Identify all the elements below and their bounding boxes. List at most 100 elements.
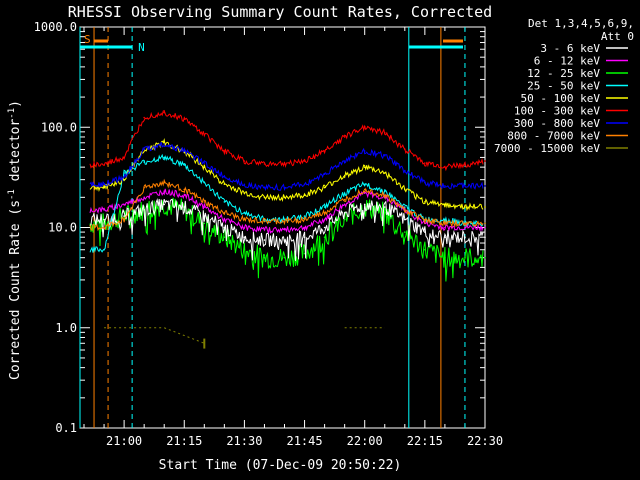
- series-point-12-25kev: [203, 222, 206, 225]
- series-point-12-25kev: [464, 256, 466, 259]
- series-point-12-25kev: [404, 231, 406, 233]
- series-point-6-12kev: [163, 190, 166, 193]
- series-point-100-300kev: [103, 164, 105, 166]
- series-point-3-6kev: [323, 226, 326, 229]
- series-point-12-25kev: [243, 248, 246, 251]
- legend-label: 7000 - 15000 keV: [494, 142, 600, 155]
- y-tick-label: 10.0: [48, 221, 77, 235]
- series-point-50-100kev: [243, 192, 246, 194]
- x-tick-label: 21:15: [166, 434, 202, 448]
- legend-header-line1: Det 1,3,4,5,6,9,: [528, 17, 634, 30]
- series-point-6-12kev: [123, 203, 125, 206]
- series-point-3-6kev: [163, 203, 166, 206]
- series-point-300-800kev: [283, 186, 286, 189]
- y-axis-label-end: ): [8, 100, 23, 108]
- series-point-12-25kev: [424, 248, 426, 251]
- series-point-300-800kev: [103, 183, 105, 186]
- series-point-800-7000kev: [464, 222, 466, 225]
- series-point-3-6kev: [243, 236, 246, 239]
- series-point-300-800kev: [143, 148, 145, 151]
- series-point-300-800kev: [464, 185, 466, 187]
- legend-label: 6 - 12 keV: [534, 55, 601, 68]
- x-tick-label: 21:45: [286, 434, 322, 448]
- series-7000-15000kev-segment: [164, 327, 205, 344]
- series-point-6-12kev: [143, 196, 145, 199]
- series-point-3-6kev: [203, 215, 206, 217]
- series-point-100-300kev: [343, 136, 346, 138]
- y-tick-label: 0.1: [55, 421, 77, 435]
- series-point-300-800kev: [323, 173, 326, 176]
- series-point-800-7000kev: [123, 218, 125, 221]
- series-point-800-7000kev: [223, 212, 226, 214]
- series-point-12-25kev: [484, 256, 486, 259]
- series-point-50-100kev: [283, 196, 286, 199]
- series-point-3-6kev: [303, 236, 306, 239]
- series-point-100-300kev: [363, 125, 366, 128]
- series-point-300-800kev: [424, 181, 426, 184]
- series-point-50-100kev: [103, 186, 105, 189]
- series-point-300-800kev: [303, 183, 306, 186]
- series-point-800-7000kev: [424, 218, 426, 221]
- series-point-25-50kev: [143, 161, 145, 163]
- series-point-6-12kev: [263, 228, 266, 231]
- series-point-6-12kev: [363, 192, 366, 194]
- series-point-25-50kev: [243, 212, 246, 214]
- series-point-25-50kev: [343, 192, 346, 194]
- series-point-12-25kev: [283, 256, 286, 259]
- series-point-12-25kev: [383, 212, 386, 214]
- series-point-100-300kev: [143, 116, 145, 119]
- series-point-25-50kev: [103, 248, 105, 251]
- series-point-3-6kev: [383, 206, 386, 208]
- series-point-6-12kev: [103, 209, 105, 211]
- series-point-100-300kev: [464, 164, 466, 166]
- series-point-6-12kev: [243, 226, 246, 229]
- series-point-50-100kev: [383, 172, 386, 174]
- series-point-300-800kev: [243, 183, 246, 186]
- series-point-3-6kev: [363, 203, 366, 206]
- y-axis-label-sup2: -1: [7, 108, 17, 119]
- series-point-300-800kev: [444, 185, 446, 187]
- y-tick-label: 1.0: [55, 321, 77, 335]
- series-point-300-800kev: [203, 162, 206, 164]
- series-point-50-100kev: [484, 206, 486, 208]
- series-point-3-6kev: [103, 218, 105, 221]
- series-point-800-7000kev: [343, 198, 346, 201]
- series-point-50-100kev: [223, 183, 226, 186]
- series-point-12-25kev: [223, 236, 226, 239]
- series-point-12-25kev: [444, 256, 446, 259]
- series-point-6-12kev: [343, 203, 346, 206]
- x-tick-label: 22:30: [467, 434, 503, 448]
- series-point-25-50kev: [323, 206, 326, 208]
- y-axis-label-mid: detector: [8, 119, 23, 190]
- series-point-3-6kev: [464, 236, 466, 239]
- series-group: [89, 109, 486, 349]
- series-point-300-800kev: [183, 150, 186, 152]
- series-point-50-100kev: [444, 203, 446, 206]
- series-point-25-50kev: [444, 218, 446, 221]
- y-tick-label: 100.0: [41, 120, 77, 134]
- series-point-50-100kev: [424, 201, 426, 203]
- flag-label-n: N: [138, 41, 145, 54]
- series-point-25-50kev: [183, 164, 186, 166]
- series-point-800-7000kev: [163, 181, 166, 184]
- series-point-800-7000kev: [303, 218, 306, 221]
- series-point-25-50kev: [223, 201, 226, 203]
- series-point-100-300kev: [444, 166, 446, 168]
- y-axis-label-sup1: -1: [7, 189, 17, 200]
- series-point-800-7000kev: [363, 188, 366, 191]
- series-point-25-50kev: [163, 156, 166, 159]
- series-point-3-6kev: [223, 226, 226, 229]
- y-axis-label: Corrected Count Rate (s-1 detector-1): [7, 100, 23, 380]
- series-point-300-800kev: [263, 186, 266, 189]
- series-point-50-100kev: [323, 186, 326, 189]
- series-point-800-7000kev: [404, 209, 406, 211]
- series-point-800-7000kev: [143, 186, 145, 189]
- legend-label: 800 - 7000 keV: [507, 130, 600, 143]
- series-point-300-800kev: [383, 154, 386, 157]
- series-point-100-300kev: [323, 150, 326, 152]
- x-tick-label: 22:00: [347, 434, 383, 448]
- series-point-50-100kev: [404, 188, 406, 191]
- series-point-12-25kev: [343, 218, 346, 221]
- series-point-25-50kev: [383, 190, 386, 193]
- series-point-800-7000kev: [263, 220, 266, 223]
